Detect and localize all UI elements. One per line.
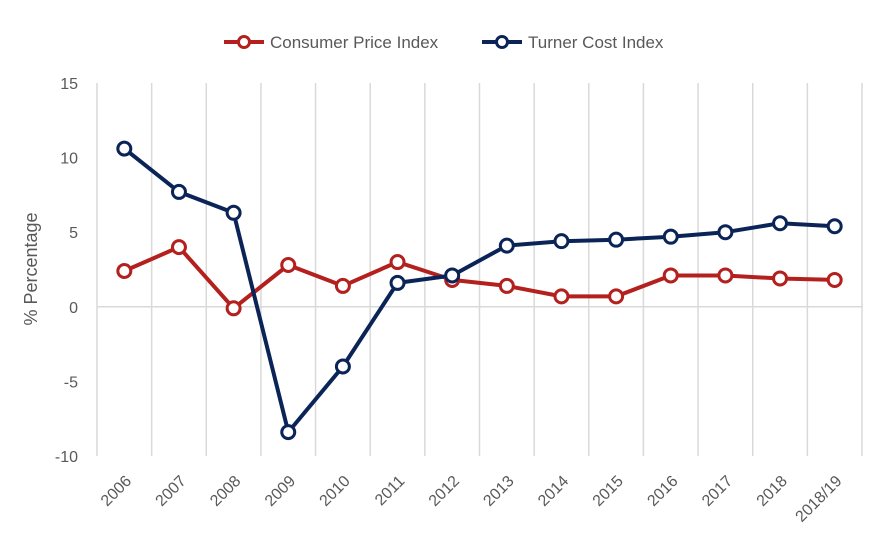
data-point-consumer-price-index xyxy=(717,267,734,284)
data-point-consumer-price-index xyxy=(662,267,679,284)
data-point-consumer-price-index xyxy=(826,271,843,288)
y-tick-label: -10 xyxy=(55,449,78,466)
x-tick-label: 2017 xyxy=(699,473,736,510)
series-line-consumer-price-index xyxy=(123,245,835,311)
y-tick-label: 5 xyxy=(69,225,78,242)
data-point-consumer-price-index xyxy=(608,288,625,305)
y-tick-label: -5 xyxy=(64,374,78,391)
data-point-turner-cost-index xyxy=(498,237,515,254)
x-tick-label: 2012 xyxy=(426,473,463,510)
data-point-consumer-price-index xyxy=(334,277,351,294)
y-tick-label: 0 xyxy=(69,300,78,317)
data-point-turner-cost-index xyxy=(772,215,789,232)
x-axis-ticks: 2006 2007 2008 2009 2010 2011 2012 2013 2014 2015… xyxy=(98,473,846,526)
legend-item-turner-cost-index[interactable]: Turner Cost Index xyxy=(482,33,664,52)
x-tick-label: 2018/19 xyxy=(793,473,846,526)
data-point-consumer-price-index xyxy=(389,254,406,271)
legend-label-turner-cost-index: Turner Cost Index xyxy=(528,33,664,52)
data-point-turner-cost-index xyxy=(444,267,461,284)
x-tick-label: 2006 xyxy=(98,473,135,510)
data-point-turner-cost-index xyxy=(170,183,187,200)
x-tick-label: 2016 xyxy=(644,473,681,510)
gridlines xyxy=(96,83,863,456)
data-point-turner-cost-index xyxy=(608,231,625,248)
y-tick-label: 10 xyxy=(60,151,78,168)
data-point-turner-cost-index xyxy=(280,424,297,441)
data-point-turner-cost-index xyxy=(717,224,734,241)
series-points xyxy=(116,140,843,441)
y-tick-label: 15 xyxy=(60,76,78,93)
x-tick-label: 2015 xyxy=(590,473,627,510)
data-point-turner-cost-index xyxy=(334,358,351,375)
x-tick-label: 2007 xyxy=(153,473,190,510)
x-tick-label: 2010 xyxy=(317,473,354,510)
x-tick-label: 2011 xyxy=(372,473,408,509)
x-tick-label: 2018 xyxy=(754,473,791,510)
series-line-turner-cost-index xyxy=(123,147,835,435)
legend: Consumer Price Index Turner Cost Index xyxy=(224,33,664,52)
data-point-turner-cost-index xyxy=(116,140,133,157)
data-point-consumer-price-index xyxy=(280,257,297,274)
data-point-turner-cost-index xyxy=(389,274,406,291)
legend-item-consumer-price-index[interactable]: Consumer Price Index xyxy=(224,33,439,52)
data-point-consumer-price-index xyxy=(772,270,789,287)
data-point-turner-cost-index xyxy=(225,204,242,221)
legend-marker-turner-cost-index xyxy=(495,35,509,49)
y-axis-title: % Percentage xyxy=(21,212,41,325)
y-axis-ticks: 15 10 5 0 -5 -10 xyxy=(55,76,78,466)
data-point-turner-cost-index xyxy=(662,228,679,245)
x-tick-label: 2014 xyxy=(535,473,572,510)
series-lines xyxy=(123,147,835,435)
legend-marker-consumer-price-index xyxy=(237,35,251,49)
data-point-consumer-price-index xyxy=(498,277,515,294)
data-point-consumer-price-index xyxy=(170,239,187,256)
data-point-consumer-price-index xyxy=(553,288,570,305)
legend-label-consumer-price-index: Consumer Price Index xyxy=(270,33,439,52)
data-point-consumer-price-index xyxy=(225,300,242,317)
data-point-turner-cost-index xyxy=(553,233,570,250)
x-tick-label: 2008 xyxy=(207,473,244,510)
data-point-consumer-price-index xyxy=(116,262,133,279)
data-point-turner-cost-index xyxy=(826,218,843,235)
x-tick-label: 2013 xyxy=(480,473,517,510)
x-tick-label: 2009 xyxy=(262,473,299,510)
